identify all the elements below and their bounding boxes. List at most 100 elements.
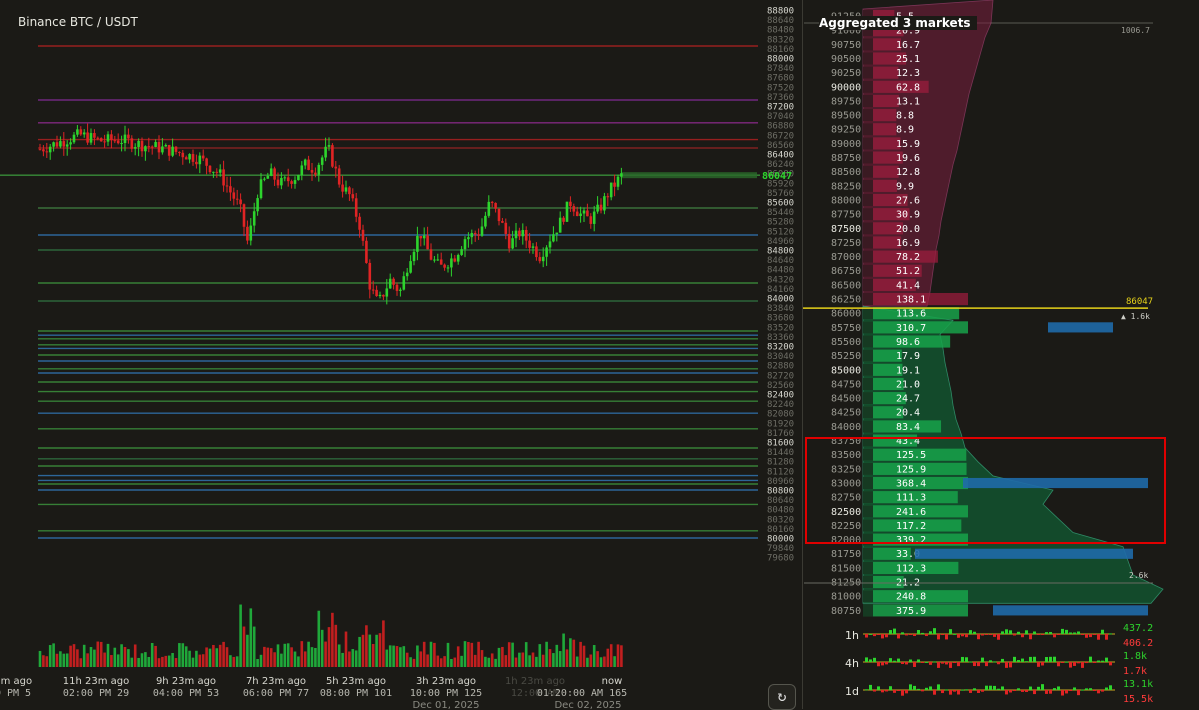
volume-bar [586,657,589,667]
candle-body [137,140,140,148]
delta-sell-1d: 15.5k [1123,694,1154,705]
price-tick-label: 81440 [767,448,794,458]
candle-body [371,289,375,291]
depth-level-marker [863,165,873,178]
depth-level-marker [863,264,873,277]
delta-bar [1101,660,1104,662]
volume-bar [443,656,446,667]
delta-bar [917,688,920,690]
delta-bar [881,634,884,639]
candle-body [167,145,171,156]
price-tick-label: 83520 [767,323,794,333]
order-book-pane[interactable]: 912505.59100020.99075016.79050025.190250… [803,0,1199,709]
volume-bar [613,656,616,667]
volume-bar [82,644,86,667]
candle-body [596,204,599,212]
volume-bar [317,610,321,667]
candle-body [368,262,372,290]
delta-bar [1057,686,1060,690]
delta-bar [1041,684,1044,690]
delta-buy-1h: 437.2 [1123,623,1154,634]
order-book-price: 86500 [831,280,861,291]
candle-body [575,211,579,217]
volume-bar [161,656,164,667]
price-tick-label: 85440 [767,208,794,218]
depth-level-bar [863,476,968,490]
delta-bar [1073,662,1076,666]
volume-bar [436,655,440,667]
refresh-button[interactable]: ↻ [768,684,796,710]
depth-level-bar [863,491,958,504]
volume-bar [276,644,280,667]
delta-bar [1009,690,1012,693]
volume-bar [358,636,361,667]
depth-level-bar [863,420,942,433]
delta-bar [1061,628,1064,634]
volume-bar [72,644,76,667]
volume-bar [572,639,576,667]
volume-bar [426,654,429,667]
volume-bar [497,647,501,667]
delta-bar [1069,662,1072,668]
candle-body [127,134,130,139]
delta-bar [917,630,920,634]
depth-level-marker [863,420,873,433]
chart-pane[interactable]: 88800 88640 88480 88320 88160 88000 87840 87680… [0,0,802,710]
candle-body [524,230,528,241]
volume-bar [222,641,225,667]
candle-body [191,154,195,162]
candle-body [120,143,123,145]
order-book-quantity: 24.7 [896,394,920,405]
delta-bar [1053,656,1056,662]
delta-bar [1021,690,1024,692]
volume-bar [592,645,596,667]
delta-bar [1041,634,1044,635]
delta-bar [1029,656,1032,662]
delta-bar [897,634,900,639]
volume-bar [504,655,508,667]
volume-bar [419,651,423,667]
delta-bar [1101,690,1104,692]
candle-body [453,258,457,262]
candle-body [259,179,263,199]
delta-label-1h: 1h [845,629,859,642]
pane-divider[interactable] [802,0,803,709]
candlestick-chart[interactable]: 8880088640884808832088160880008784087680… [0,0,802,709]
delta-bar [1021,634,1024,638]
candle-body [208,165,212,173]
volume-bar [242,626,246,667]
order-book-quantity: 241.6 [896,507,926,518]
candle-body [235,198,239,200]
depth-level-marker [863,52,873,65]
time-axis-absolute-label: 08:00 PM 101 [320,688,392,699]
delta-bar [921,632,924,634]
order-book-price: 85250 [831,351,861,362]
order-book-quantity: 19.6 [896,153,920,164]
candle-body [562,217,565,222]
delta-bar [893,628,896,634]
candle-body [579,213,582,217]
volume-bar [45,656,49,667]
candle-body [460,249,463,255]
delta-bar [989,660,992,662]
candle-body [42,149,45,152]
delta-bar [909,634,912,635]
delta-bar [1057,662,1060,667]
candle-body [324,146,327,158]
candle-body [609,182,613,198]
candle-body [256,198,259,212]
delta-bar [957,690,960,695]
refresh-icon: ↻ [777,687,787,705]
depth-level-marker [863,590,873,603]
current-price-band [622,172,757,179]
candle-body [450,258,453,268]
delta-bar [1069,690,1072,691]
volume-bar [487,657,491,667]
candle-body [62,141,66,147]
volume-bar [606,648,610,667]
order-book-price: 89750 [831,96,861,107]
depth-level-marker [863,491,873,504]
delta-bar [1025,690,1028,693]
delta-bar [945,689,948,691]
delta-bar [865,634,868,638]
